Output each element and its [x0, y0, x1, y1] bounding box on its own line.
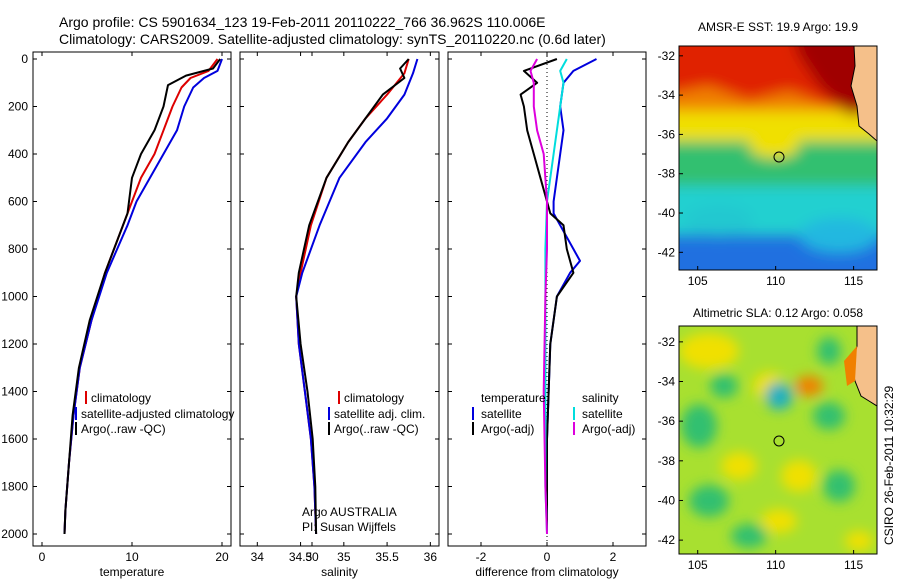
header-line1: Argo profile: CS 5901634_123 19-Feb-2011… — [59, 14, 546, 30]
legend-label-argo: Argo(..raw -QC) — [81, 422, 166, 436]
legend-header-temperature: temperature — [481, 391, 546, 405]
x-tick-label: 10 — [125, 550, 139, 564]
map-y-tick-label: -34 — [658, 375, 676, 389]
header-line2: Climatology: CARS2009. Satellite-adjuste… — [59, 31, 606, 47]
series-line-salinity-satellite — [544, 58, 568, 535]
sst-map-plot — [679, 46, 877, 270]
y-tick-label: 2000 — [1, 527, 28, 541]
legend-header-salinity: salinity — [582, 391, 619, 405]
y-tick-label: 400 — [8, 147, 28, 161]
x-tick-label: 0 — [544, 550, 551, 564]
temperature-legend: climatology satellite-adjusted climatolo… — [75, 391, 234, 436]
x-tick-label: 30 — [305, 550, 319, 564]
x-axis-label: difference from climatology — [475, 565, 618, 579]
salinity-legend: climatology satellite adj. clim. Argo(..… — [302, 391, 425, 534]
x-tick-label: 20 — [215, 550, 229, 564]
legend-label-temp-satellite: satellite — [481, 407, 522, 421]
map-y-tick-label: -38 — [658, 167, 676, 181]
legend-label-climatology: climatology — [91, 391, 151, 405]
series-line-temperature-satellite — [546, 58, 597, 534]
x-axis-label: temperature — [100, 565, 165, 579]
map-y-tick-label: -40 — [658, 206, 676, 220]
sst-map-title: AMSR-E SST: 19.9 Argo: 19.9 — [698, 20, 858, 34]
argo-location-marker — [773, 151, 785, 163]
x-tick-label: 36 — [424, 550, 438, 564]
series-line-argo-raw-qc- — [63, 58, 221, 535]
map-y-tick-label: -36 — [658, 414, 676, 428]
y-tick-label: 200 — [8, 100, 28, 114]
series-line-climatology — [63, 58, 219, 535]
legend-label-climatology: climatology — [344, 391, 404, 405]
map-x-tick-label: 115 — [844, 558, 863, 572]
x-tick-label: 35.5 — [375, 550, 399, 564]
annotation-pi: PI: Susan Wijffels — [302, 520, 396, 534]
y-tick-label: 1000 — [1, 290, 28, 304]
x-tick-label: 2 — [610, 550, 617, 564]
map-y-tick-label: -42 — [658, 245, 676, 259]
difference-legend: temperature satellite Argo(-adj) salinit… — [472, 391, 635, 436]
x-tick-label: 0 — [39, 550, 46, 564]
x-tick-label: -2 — [476, 550, 487, 564]
sla-map-plot — [679, 326, 877, 554]
legend-label-argo: Argo(..raw -QC) — [334, 422, 419, 436]
salinity-panel: 34 34.5 35 35.5 36 salinity — [239, 51, 440, 579]
legend-label-temp-argo: Argo(-adj) — [481, 422, 534, 436]
series-line-satellite-adj-clim- — [295, 58, 419, 535]
series-line-salinity-argo-adj- — [529, 58, 548, 535]
map-x-tick-label: 105 — [688, 274, 708, 288]
map-y-tick-label: -36 — [658, 127, 676, 141]
map-y-tick-label: -40 — [658, 493, 676, 507]
map-x-tick-label: 110 — [766, 558, 785, 572]
sst-map: AMSR-E SST: 19.9 Argo: 19.9 -32 -34 -36 -38… — [658, 20, 878, 288]
map-x-tick-label: 105 — [688, 558, 708, 572]
legend-label-satellite: satellite adj. clim. — [334, 407, 425, 421]
x-tick-label: 34.5 — [289, 550, 313, 564]
credit-text: CSIRO 26-Feb-2011 10:32:29 — [882, 385, 896, 545]
map-y-tick-label: -42 — [658, 533, 676, 547]
map-y-tick-label: -38 — [658, 454, 676, 468]
argo-location-marker — [773, 435, 785, 447]
plot-frame — [32, 51, 232, 547]
series-line-satellite-adjusted-climatology — [63, 58, 223, 535]
map-x-tick-label: 115 — [844, 274, 863, 288]
legend-label-satellite: satellite-adjusted climatology — [81, 407, 234, 421]
y-tick-label: 1400 — [1, 385, 28, 399]
sla-map-title: Altimetric SLA: 0.12 Argo: 0.058 — [693, 306, 863, 320]
map-y-tick-label: -32 — [658, 335, 676, 349]
series-line-argo-raw-qc- — [295, 58, 410, 535]
map-x-tick-label: 110 — [766, 274, 785, 288]
map-y-tick-label: -34 — [658, 88, 676, 102]
y-tick-label: 1800 — [1, 480, 28, 494]
annotation-program: Argo AUSTRALIA — [302, 505, 397, 519]
legend-label-sal-argo: Argo(-adj) — [582, 422, 635, 436]
x-tick-label: 34 — [251, 550, 265, 564]
sla-map: Altimetric SLA: 0.12 Argo: 0.058 — [658, 306, 878, 572]
y-tick-label: 1600 — [1, 432, 28, 446]
temperature-panel: 0 10 20 30 0 200 400 600 800 1000 1200 1400 1600 1800… — [1, 51, 319, 579]
y-tick-label: 1200 — [1, 337, 28, 351]
plot-frame — [239, 51, 440, 547]
y-tick-label: 600 — [8, 195, 28, 209]
legend-label-sal-satellite: satellite — [582, 407, 623, 421]
x-axis-label: salinity — [321, 565, 358, 579]
map-y-tick-label: -32 — [658, 49, 676, 63]
x-tick-label: 35 — [337, 550, 351, 564]
y-tick-label: 0 — [21, 52, 28, 66]
y-tick-label: 800 — [8, 242, 28, 256]
